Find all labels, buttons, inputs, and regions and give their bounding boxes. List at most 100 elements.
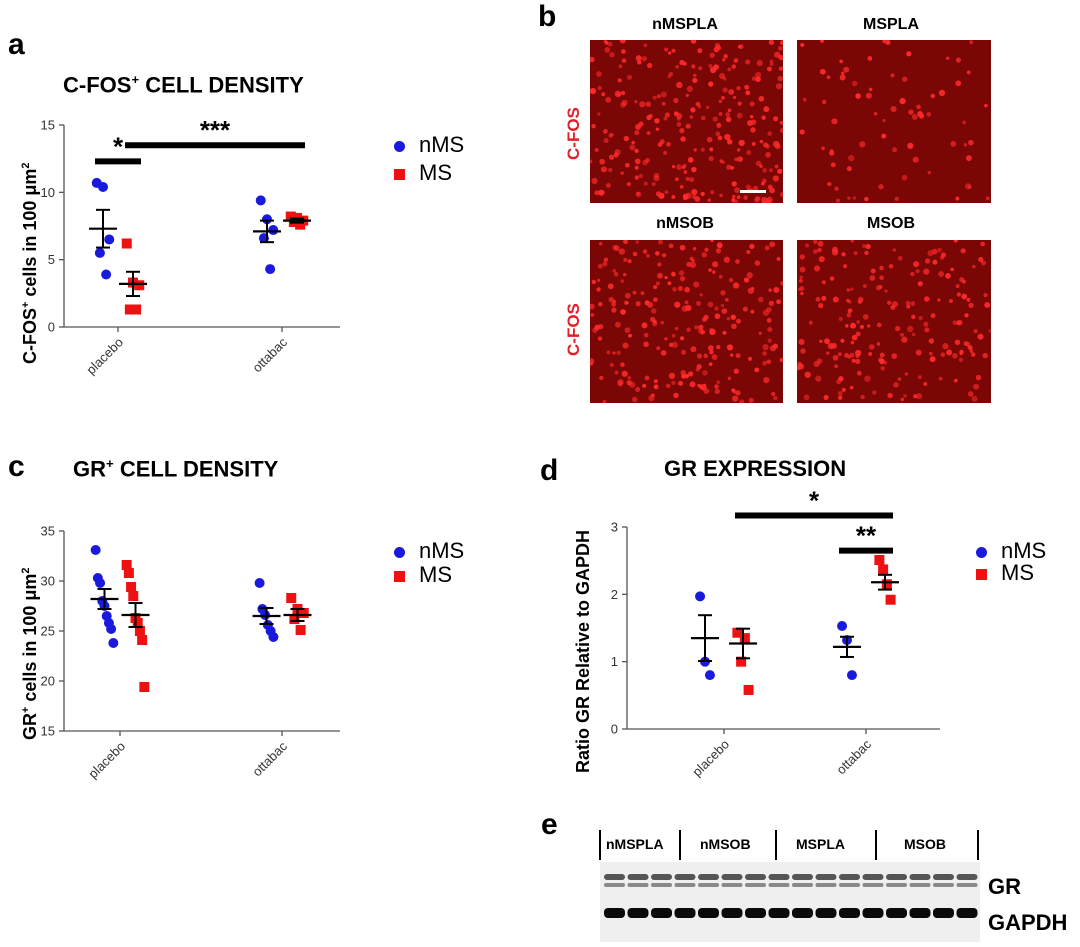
cell-spot bbox=[743, 277, 748, 282]
cell-spot bbox=[906, 304, 911, 309]
cell-spot bbox=[730, 314, 736, 320]
cell-spot bbox=[929, 356, 936, 363]
cell-spot bbox=[945, 273, 951, 279]
cell-spot bbox=[885, 40, 891, 46]
cell-spot bbox=[955, 196, 960, 201]
cell-spot bbox=[775, 83, 783, 90]
cell-spot bbox=[735, 318, 741, 324]
panel-letter-c: c bbox=[8, 450, 25, 483]
cell-spot bbox=[690, 346, 697, 353]
cell-spot bbox=[776, 257, 781, 261]
cell-spot bbox=[918, 113, 925, 119]
cell-spot bbox=[748, 397, 754, 403]
data-point-ms bbox=[124, 304, 135, 315]
cell-spot bbox=[761, 115, 766, 120]
legend-dot-icon bbox=[394, 140, 405, 152]
gapdh-band bbox=[956, 908, 978, 918]
cell-spot bbox=[621, 370, 628, 377]
gr-band bbox=[862, 874, 884, 880]
cell-spot bbox=[698, 324, 704, 330]
cell-spot bbox=[928, 351, 933, 356]
cell-spot bbox=[985, 196, 990, 201]
micrograph-nmspla bbox=[590, 40, 783, 203]
cell-spot bbox=[759, 139, 764, 144]
cell-spot bbox=[891, 353, 898, 360]
y-tick-label: 5 bbox=[48, 252, 55, 267]
cell-spot bbox=[681, 305, 688, 312]
cell-spot bbox=[671, 272, 676, 277]
cell-spot bbox=[735, 259, 740, 264]
cell-spot bbox=[627, 259, 632, 264]
cell-spot bbox=[803, 394, 810, 401]
cell-spot bbox=[664, 47, 669, 52]
cell-spot bbox=[839, 59, 843, 64]
cell-spot bbox=[597, 263, 603, 269]
cell-spot bbox=[954, 339, 961, 346]
cell-spot bbox=[815, 296, 821, 302]
cell-spot bbox=[905, 300, 911, 306]
cell-spot bbox=[600, 166, 607, 173]
cell-spot bbox=[650, 308, 657, 314]
cell-spot bbox=[690, 40, 697, 44]
cell-spot bbox=[628, 333, 632, 338]
cell-spot bbox=[984, 103, 988, 108]
cell-spot bbox=[679, 59, 685, 66]
cell-spot bbox=[857, 299, 863, 304]
cell-spot bbox=[769, 59, 774, 63]
blot-group-nmspla: nMSPLA bbox=[606, 836, 664, 852]
gr-band bbox=[627, 874, 649, 880]
gapdh-band bbox=[745, 908, 766, 918]
cell-spot bbox=[614, 90, 622, 98]
cell-spot bbox=[923, 321, 929, 327]
data-point-ms bbox=[285, 211, 296, 222]
cell-spot bbox=[872, 390, 877, 395]
data-point-ms bbox=[123, 568, 134, 578]
gr-band bbox=[839, 874, 860, 880]
cell-spot bbox=[862, 284, 867, 288]
cell-spot bbox=[621, 58, 627, 64]
cell-spot bbox=[892, 248, 896, 252]
cell-spot bbox=[952, 353, 958, 359]
cell-spot bbox=[879, 265, 884, 271]
cell-spot bbox=[631, 140, 635, 145]
cell-spot bbox=[590, 57, 595, 63]
significance-label: ** bbox=[856, 521, 877, 551]
cell-spot bbox=[721, 95, 725, 100]
cell-spot bbox=[774, 143, 781, 150]
cell-spot bbox=[608, 296, 615, 303]
cell-spot bbox=[966, 70, 971, 75]
data-point-ms bbox=[885, 594, 896, 605]
gr-band-lower bbox=[651, 883, 672, 887]
cell-spot bbox=[838, 395, 843, 400]
cell-spot bbox=[691, 194, 697, 200]
cell-spot bbox=[613, 271, 619, 277]
cell-spot bbox=[685, 93, 689, 97]
gr-band-lower bbox=[909, 883, 931, 887]
cell-spot bbox=[763, 106, 770, 113]
cell-spot bbox=[634, 158, 641, 165]
cell-spot bbox=[590, 87, 597, 95]
cell-spot bbox=[850, 340, 855, 345]
cell-spot bbox=[720, 303, 725, 308]
cell-spot bbox=[609, 51, 615, 58]
cell-spot bbox=[619, 40, 626, 44]
cell-spot bbox=[850, 322, 857, 329]
data-point-ms bbox=[139, 682, 150, 692]
cell-spot bbox=[836, 379, 842, 385]
cell-spot bbox=[773, 395, 778, 401]
cell-spot bbox=[817, 247, 822, 253]
cell-spot bbox=[755, 160, 762, 167]
cell-spot bbox=[735, 390, 741, 396]
cell-spot bbox=[732, 95, 737, 100]
cell-spot bbox=[691, 188, 698, 196]
cell-spot bbox=[766, 196, 773, 203]
cell-spot bbox=[906, 51, 912, 57]
cell-spot bbox=[732, 389, 737, 394]
cell-spot bbox=[840, 338, 845, 343]
cell-spot bbox=[969, 40, 974, 45]
cell-spot bbox=[967, 391, 974, 397]
gr-band-lower bbox=[792, 883, 813, 887]
cell-spot bbox=[799, 254, 806, 260]
cell-spot bbox=[676, 164, 683, 171]
fluorescent-cells bbox=[590, 240, 783, 403]
